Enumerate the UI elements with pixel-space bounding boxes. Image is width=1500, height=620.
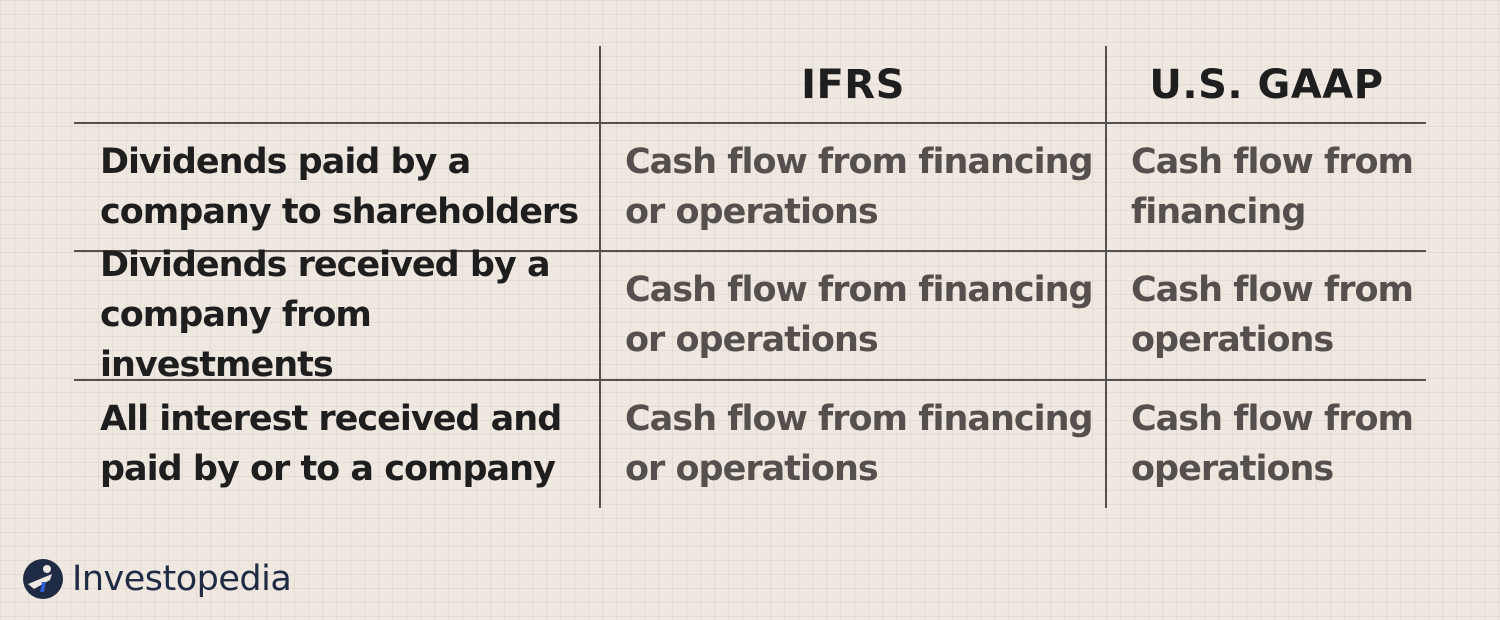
cell-ifrs-dividends-received: Cash flow from financing or operations [625, 270, 1094, 360]
cell-ifrs-interest: Cash flow from financing or operations [625, 399, 1094, 489]
investopedia-logo-icon [23, 559, 63, 599]
column-divider-1 [599, 46, 601, 508]
row-divider-2 [74, 379, 1426, 381]
row-label-interest: All interest received and paid by or to … [100, 399, 562, 489]
investopedia-logo: Investopedia [22, 556, 292, 602]
row-label-dividends-paid: Dividends paid by a company to sharehold… [100, 142, 579, 232]
header-divider [74, 122, 1426, 124]
cell-gaap-dividends-paid: Cash flow from financing [1131, 142, 1414, 232]
column-header-us-gaap: U.S. GAAP [1149, 62, 1384, 108]
column-divider-2 [1105, 46, 1107, 508]
logo-wordmark: Investopedia [72, 559, 292, 599]
cell-ifrs-dividends-paid: Cash flow from financing or operations [625, 142, 1094, 232]
cell-gaap-interest: Cash flow from operations [1131, 399, 1414, 489]
cell-gaap-dividends-received: Cash flow from operations [1131, 270, 1414, 360]
comparison-table: IFRS U.S. GAAP Dividends paid by a compa… [74, 46, 1426, 508]
row-label-dividends-received: Dividends received by a company from inv… [100, 245, 551, 385]
column-header-ifrs: IFRS [801, 62, 905, 108]
row-divider-1 [74, 250, 1426, 252]
